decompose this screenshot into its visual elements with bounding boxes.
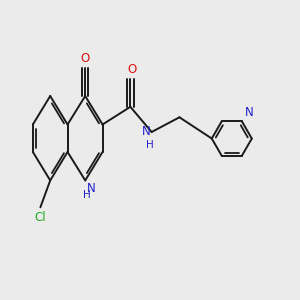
Text: N: N [87,182,95,195]
Text: N: N [141,125,150,138]
Text: Cl: Cl [34,211,46,224]
Text: O: O [81,52,90,65]
Text: H: H [146,140,154,150]
Text: H: H [83,190,91,200]
Text: O: O [127,63,136,76]
Text: N: N [245,106,254,119]
